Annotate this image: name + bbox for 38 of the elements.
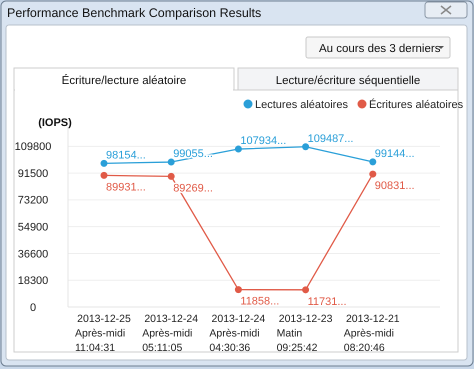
data-label: 98154... xyxy=(106,149,146,162)
data-label: 109487... xyxy=(308,132,354,145)
data-label: 11858... xyxy=(240,296,280,308)
data-label: 89931... xyxy=(106,181,146,194)
point xyxy=(234,286,242,294)
y-tick-label: 109800 xyxy=(14,141,52,154)
legend-label: Écritures aléatoires xyxy=(369,98,464,111)
x-tick-label: 2013-12-23 Matin 09:25:42 xyxy=(276,313,333,354)
y-tick-label: 91500 xyxy=(18,168,48,180)
data-label: 90831... xyxy=(374,180,415,192)
point xyxy=(168,158,175,166)
point xyxy=(100,160,108,167)
point xyxy=(100,172,108,179)
y-axis-title: (IOPS) xyxy=(38,117,72,129)
legend-label: Lectures aléatoires xyxy=(255,99,348,111)
x-tick-label: 2013-12-21 Après-midi 08:20:46 xyxy=(344,313,400,354)
point xyxy=(302,286,310,294)
point xyxy=(234,146,242,153)
x-tick-label: 2013-12-24 Après-midi 04:30:36 xyxy=(209,313,266,354)
data-label: 99144... xyxy=(374,148,415,160)
point xyxy=(302,143,310,150)
chart-title: Performance Benchmark Comparison Results xyxy=(7,6,262,20)
point xyxy=(168,172,175,180)
data-label: 107934... xyxy=(240,135,286,148)
y-tick-label: 0 xyxy=(30,302,36,314)
data-label: 11731... xyxy=(308,296,347,308)
text: Lecture/écriture séquentielle xyxy=(276,75,420,87)
y-tick-label: 54900 xyxy=(18,222,48,234)
point xyxy=(369,158,376,166)
y-tick-label: 36600 xyxy=(18,248,48,260)
data-label: 99055... xyxy=(173,148,213,160)
x-tick-label: 2013-12-24 Après-midi 05:11:05 xyxy=(142,313,198,354)
x-tick-label: 2013-12-25 Après-midi 11:04:31 xyxy=(75,313,132,354)
y-tick-label: 18300 xyxy=(18,275,48,288)
point xyxy=(369,170,376,178)
text: Au cours des 3 derniers xyxy=(319,43,441,55)
text: Écriture/lecture aléatoire xyxy=(62,74,186,87)
y-tick-label: 73200 xyxy=(18,194,48,207)
